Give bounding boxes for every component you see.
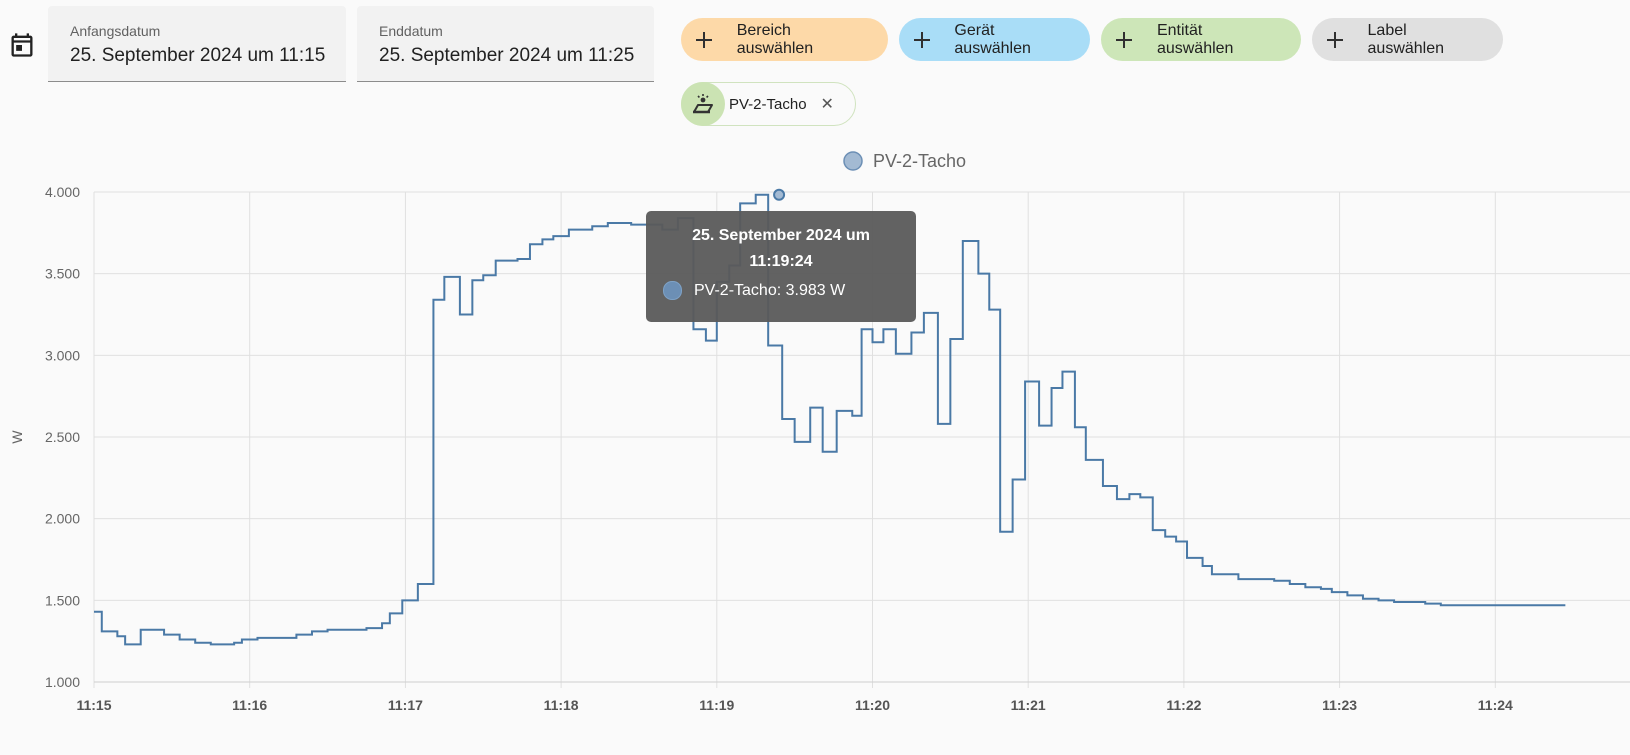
legend[interactable]: PV-2-Tacho (843, 151, 966, 171)
start-date-field[interactable]: Anfangsdatum 25. September 2024 um 11:15 (48, 6, 346, 82)
solar-power-icon (681, 82, 725, 126)
end-date-input[interactable]: 25. September 2024 um 11:25 (379, 45, 635, 66)
x-tick-label: 11:19 (699, 697, 734, 713)
choose-entity-label: Entität auswählen (1156, 21, 1234, 57)
y-tick-label: 2.500 (45, 429, 80, 445)
x-tick-label: 11:17 (388, 697, 423, 713)
x-tick-label: 11:22 (1166, 697, 1201, 713)
tooltip-row: PV-2-Tacho: 3.983 W (646, 281, 916, 300)
y-axis-ticks: 1.000 1.500 2.000 2.500 3.000 3.500 4.000 (45, 184, 80, 690)
plus-icon (693, 29, 715, 51)
tooltip-value: PV-2-Tacho: 3.983 W (694, 281, 846, 299)
y-tick-label: 3.000 (45, 347, 80, 363)
remove-entity-icon[interactable]: ✕ (820, 96, 834, 113)
choose-device-button[interactable]: Gerät auswählen (899, 18, 1090, 61)
calendar-icon[interactable] (8, 30, 36, 60)
end-date-label: Enddatum (379, 23, 443, 39)
selected-entity-name: PV-2-Tacho (729, 95, 807, 113)
start-date-label: Anfangsdatum (70, 23, 161, 39)
x-tick-label: 11:23 (1322, 697, 1357, 713)
plus-icon (1113, 29, 1135, 51)
choose-label-button[interactable]: Label auswählen (1312, 18, 1503, 61)
y-tick-label: 4.000 (45, 184, 80, 200)
choose-area-button[interactable]: Bereich auswählen (681, 18, 888, 61)
y-tick-label: 1.000 (45, 674, 80, 690)
x-tick-label: 11:18 (544, 697, 579, 713)
y-tick-label: 1.500 (45, 592, 80, 608)
selected-entity-chip[interactable]: PV-2-Tacho ✕ (681, 82, 856, 126)
x-tick-label: 11:20 (855, 697, 890, 713)
series-line-pv-2-tacho (94, 193, 1566, 646)
choose-label-label: Label auswählen (1367, 21, 1445, 57)
x-tick-label: 11:21 (1011, 697, 1046, 713)
x-tick-label: 11:15 (76, 697, 111, 713)
end-date-field[interactable]: Enddatum 25. September 2024 um 11:25 (357, 6, 654, 82)
tooltip-title: 25. September 2024 um 11:19:24 (692, 227, 870, 270)
y-tick-label: 2.000 (45, 511, 80, 527)
legend-marker (843, 151, 863, 171)
choose-entity-button[interactable]: Entität auswählen (1101, 18, 1301, 61)
x-tick-label: 11:24 (1478, 697, 1513, 713)
legend-label: PV-2-Tacho (873, 151, 966, 171)
x-tick-label: 11:16 (232, 697, 267, 713)
choose-device-label: Gerät auswählen (954, 21, 1031, 57)
x-axis-ticks: 11:15 11:16 11:17 11:18 11:19 11:20 11:21 11:22… (76, 697, 1513, 713)
start-date-input[interactable]: 25. September 2024 um 11:15 (70, 45, 326, 66)
y-tick-label: 3.500 (45, 266, 80, 282)
history-chart[interactable]: 1.000 1.500 2.000 2.500 3.000 3.500 4.000 11:1… (0, 140, 1630, 755)
hover-point (773, 188, 786, 201)
chart-tooltip: 25. September 2024 um 11:19:24 PV-2-Tach… (646, 211, 916, 322)
tooltip-series-marker (663, 281, 682, 300)
chart-grid (93, 191, 1630, 688)
plus-icon (1324, 29, 1346, 51)
y-axis-label: W (9, 430, 25, 444)
plus-icon (911, 29, 932, 51)
choose-area-label: Bereich auswählen (736, 21, 814, 57)
